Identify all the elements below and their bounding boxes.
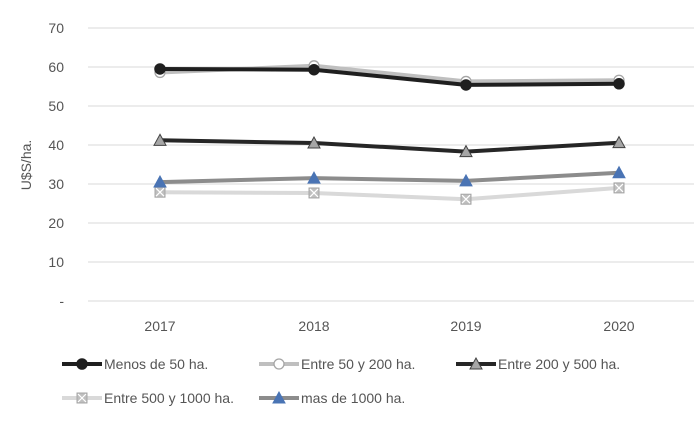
data-point	[459, 144, 473, 158]
data-point	[307, 171, 321, 184]
data-point	[154, 186, 166, 198]
y-tick-label: 70	[48, 20, 64, 36]
legend: Menos de 50 ha. Entre 50 y 200 ha. Entre 2…	[62, 356, 620, 406]
y-tick-label: 50	[48, 98, 64, 114]
legend-swatch-marker	[272, 390, 286, 404]
data-point	[459, 173, 473, 187]
legend-swatch-marker	[76, 358, 88, 370]
data-point	[154, 63, 166, 75]
x-axis-tick-labels: 2017 2018 2019 2020	[144, 318, 634, 334]
legend-label: Entre 200 y 500 ha.	[498, 356, 620, 372]
legend-item: Entre 500 y 1000 ha.	[62, 390, 234, 406]
x-tick-label: 2019	[450, 318, 481, 334]
legend-item: Menos de 50 ha.	[62, 356, 208, 372]
y-tick-label: 10	[48, 254, 64, 270]
data-point	[613, 182, 625, 194]
series-lines	[153, 60, 626, 205]
gridlines	[88, 27, 694, 302]
x-tick-label: 2020	[603, 318, 634, 334]
data-point	[612, 165, 626, 179]
legend-label: mas de 1000 ha.	[301, 390, 405, 406]
series-4	[154, 182, 625, 205]
series-line	[159, 185, 620, 202]
y-tick-label: 20	[48, 215, 64, 231]
series-line	[159, 67, 620, 87]
series-3	[153, 133, 626, 158]
y-tick-label: -	[59, 293, 64, 309]
data-point	[612, 135, 626, 149]
series-1	[154, 63, 625, 91]
data-point	[308, 63, 320, 76]
data-point	[153, 175, 167, 188]
x-tick-label: 2017	[144, 318, 175, 334]
data-point	[613, 78, 625, 90]
x-tick-label: 2018	[298, 318, 329, 334]
data-point	[460, 193, 472, 205]
y-axis-tick-labels: - 10 20 30 40 50 60 70	[48, 20, 64, 309]
data-point	[308, 187, 320, 199]
legend-item: Entre 200 y 500 ha.	[456, 356, 620, 372]
legend-swatch-marker	[273, 358, 285, 370]
legend-swatch-marker	[469, 356, 483, 370]
series-5	[153, 165, 626, 188]
legend-item: Entre 50 y 200 ha.	[259, 356, 415, 372]
y-tick-label: 60	[48, 59, 64, 75]
y-tick-label: 30	[48, 176, 64, 192]
legend-label: Entre 500 y 1000 ha.	[104, 390, 234, 406]
data-point	[153, 133, 167, 146]
data-point	[460, 79, 472, 91]
series-line	[159, 170, 620, 185]
legend-label: Entre 50 y 200 ha.	[301, 356, 415, 372]
legend-item: mas de 1000 ha.	[259, 390, 405, 406]
legend-label: Menos de 50 ha.	[104, 356, 208, 372]
y-axis-label: U$S/ha.	[18, 140, 34, 191]
data-point	[307, 136, 321, 149]
y-tick-label: 40	[48, 137, 64, 153]
series-line	[159, 138, 620, 154]
legend-swatch-marker	[76, 392, 88, 404]
